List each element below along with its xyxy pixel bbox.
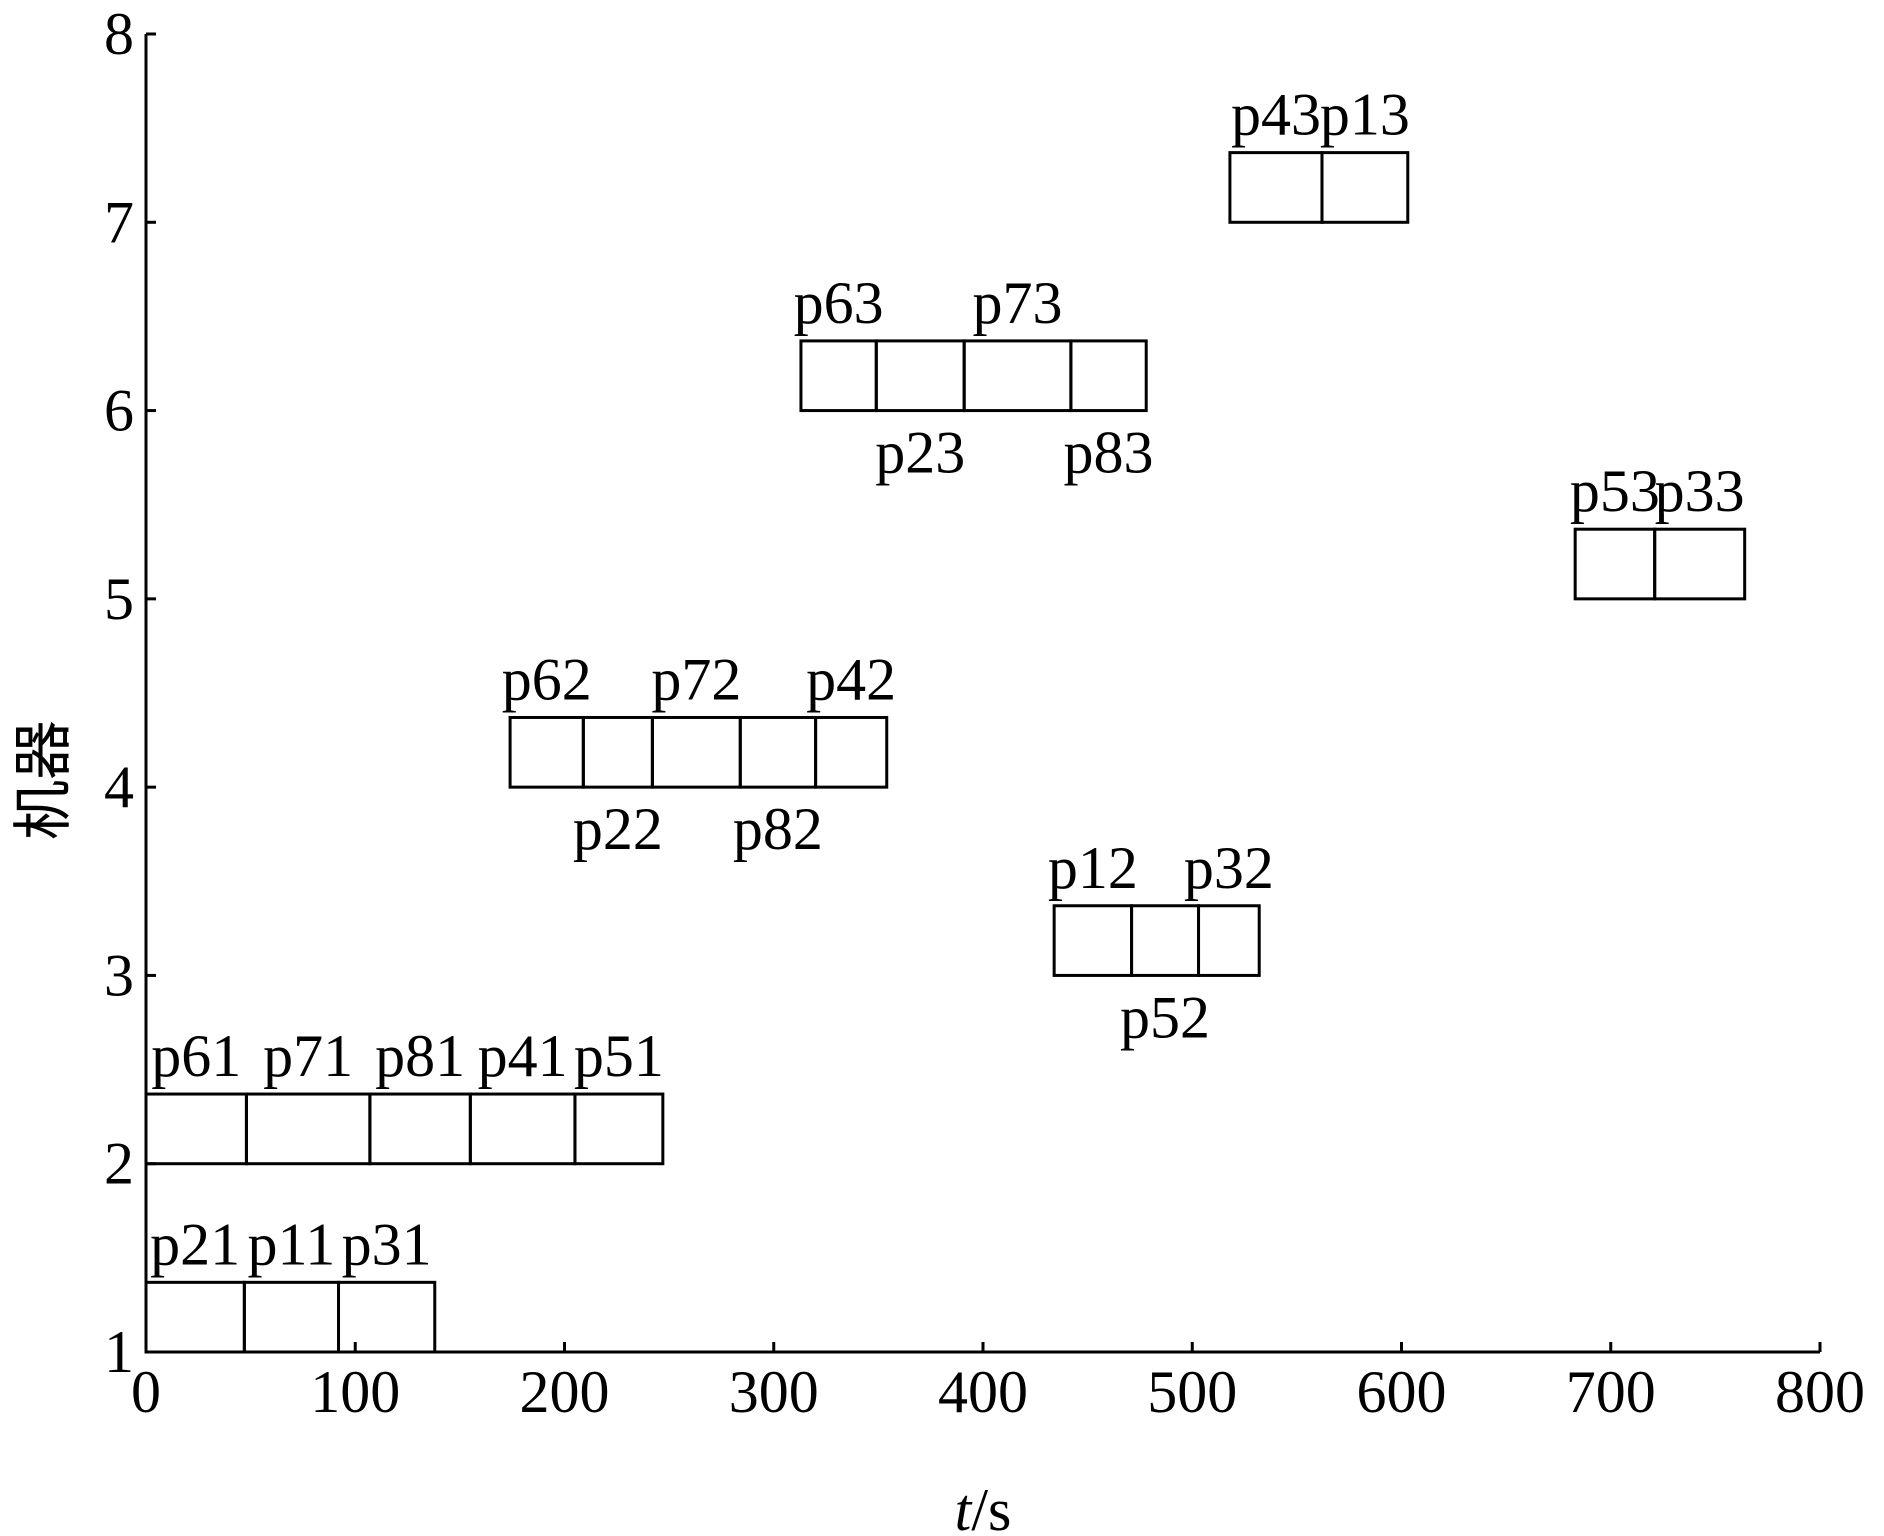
task-label: p73 xyxy=(973,270,1063,336)
task-bar xyxy=(1197,904,1261,977)
y-tick-label: 6 xyxy=(104,378,134,444)
task-label: p41 xyxy=(478,1023,568,1089)
task-bar xyxy=(1653,527,1747,601)
task-bar xyxy=(1228,151,1324,224)
task-label: p23 xyxy=(875,420,965,486)
task-label: p32 xyxy=(1184,835,1274,901)
task-bar xyxy=(962,339,1073,413)
task-label: p31 xyxy=(342,1211,432,1277)
task-label: p82 xyxy=(733,796,823,862)
x-tick-label: 200 xyxy=(520,1359,610,1425)
task-bar xyxy=(244,1092,372,1166)
x-tick-label: 400 xyxy=(938,1359,1028,1425)
x-tick-label: 100 xyxy=(310,1359,400,1425)
task-label: p72 xyxy=(651,646,741,712)
task-label: p21 xyxy=(150,1211,240,1277)
task-bar xyxy=(1130,904,1201,977)
task-label: p62 xyxy=(502,646,592,712)
task-label: p33 xyxy=(1655,458,1745,524)
task-label: p61 xyxy=(151,1023,241,1089)
x-tick-label: 500 xyxy=(1147,1359,1237,1425)
x-tick-label: 700 xyxy=(1566,1359,1656,1425)
y-tick-label: 3 xyxy=(104,942,134,1008)
task-label: p71 xyxy=(263,1023,353,1089)
task-bar xyxy=(1573,527,1657,601)
task-label: p83 xyxy=(1064,420,1154,486)
y-axis-label: 机器 xyxy=(11,720,77,840)
x-axis-label: t/s xyxy=(955,1477,1012,1536)
y-tick-label: 1 xyxy=(104,1319,134,1385)
task-label: p63 xyxy=(794,270,884,336)
task-label: p53 xyxy=(1570,458,1660,524)
task-bar xyxy=(650,715,742,789)
task-bar xyxy=(144,1280,246,1354)
task-bar xyxy=(337,1280,437,1354)
x-tick-label: 600 xyxy=(1357,1359,1447,1425)
task-bar xyxy=(144,1092,248,1166)
task-bar xyxy=(581,715,654,789)
y-tick-label: 2 xyxy=(104,1131,134,1197)
task-bar xyxy=(1052,904,1134,977)
task-bar xyxy=(468,1092,577,1166)
task-bar xyxy=(573,1092,665,1166)
x-tick-label: 800 xyxy=(1775,1359,1865,1425)
task-label: p52 xyxy=(1120,984,1210,1050)
task-bar xyxy=(874,339,966,413)
y-tick-label: 5 xyxy=(104,566,134,632)
y-tick-label: 8 xyxy=(104,1,134,67)
task-bar xyxy=(1320,151,1410,224)
task-bar xyxy=(508,715,585,789)
task-label: p13 xyxy=(1320,82,1410,148)
x-tick-label: 0 xyxy=(131,1359,161,1425)
y-tick-label: 4 xyxy=(104,754,134,820)
task-label: p12 xyxy=(1048,835,1138,901)
task-bar xyxy=(1069,339,1148,413)
task-label: p43 xyxy=(1231,82,1321,148)
task-label: p22 xyxy=(573,796,663,862)
task-label: p51 xyxy=(574,1023,664,1089)
task-bar xyxy=(799,339,878,413)
task-bar xyxy=(738,715,818,789)
task-bar xyxy=(368,1092,472,1166)
task-bar xyxy=(242,1280,341,1354)
task-label: p11 xyxy=(248,1211,336,1277)
y-tick-label: 7 xyxy=(104,189,134,255)
task-label: p81 xyxy=(375,1023,465,1089)
task-label: p42 xyxy=(806,646,896,712)
x-tick-label: 300 xyxy=(729,1359,819,1425)
task-bar xyxy=(814,715,889,789)
